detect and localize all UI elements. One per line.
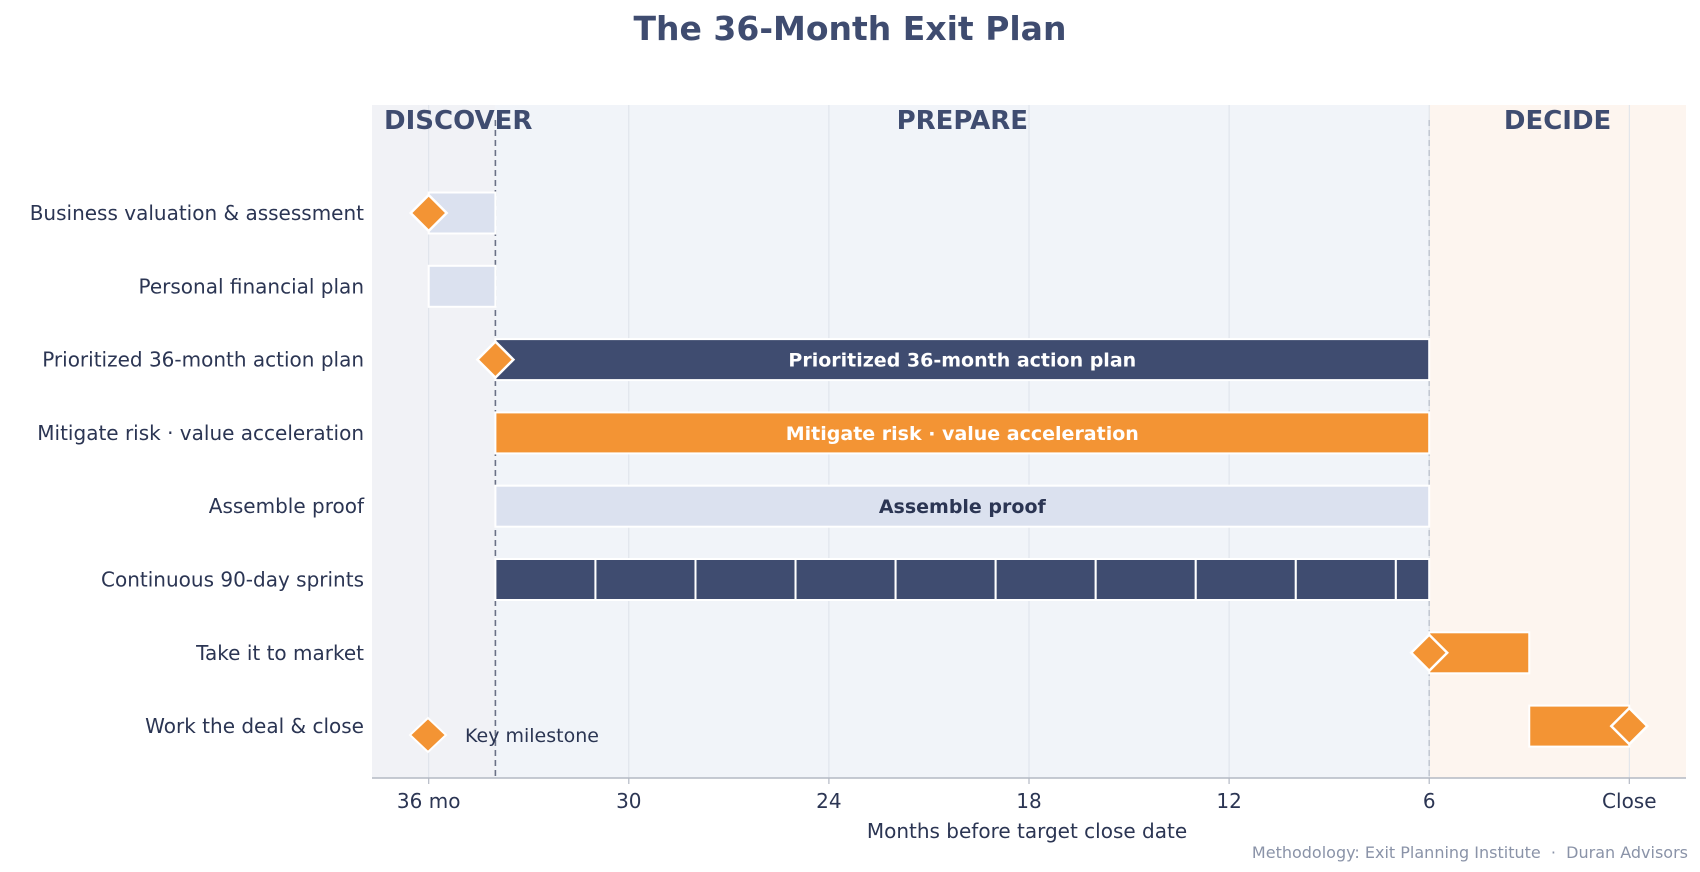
x-axis-label: Months before target close date	[867, 819, 1187, 843]
sprint-block	[1394, 558, 1431, 601]
task-bar	[494, 338, 1431, 382]
task-bar	[427, 264, 497, 308]
chart-title: The 36-Month Exit Plan	[634, 9, 1067, 48]
row-label: Business valuation & assessment	[30, 201, 364, 225]
task-bar	[494, 484, 1431, 528]
legend-label: Key milestone	[465, 725, 599, 747]
sprint-block	[1294, 558, 1397, 601]
x-axis: 36 mo 30 24 18 12 6 Close	[372, 777, 1686, 813]
sprint-block	[1194, 558, 1297, 601]
legend: Key milestone	[408, 716, 599, 754]
sprint-block	[794, 558, 897, 601]
row-label: Personal financial plan	[139, 274, 365, 298]
milestone-diamond	[1409, 633, 1449, 673]
task-bar	[494, 411, 1431, 455]
row-label: Prioritized 36-month action plan	[42, 348, 364, 372]
x-tick-label: 36 mo	[397, 789, 461, 813]
row-labels: DISCOVER PREPARE DECIDE Business valuation …	[30, 106, 1612, 738]
legend-milestone-diamond	[408, 716, 448, 754]
milestones	[408, 193, 1650, 746]
sprint-block	[1094, 558, 1197, 601]
phase-label-discover: DISCOVER	[384, 106, 532, 136]
x-tick-label: 18	[1016, 789, 1041, 813]
row-label: Assemble proof	[209, 494, 365, 518]
milestone-diamond	[1609, 706, 1650, 746]
bar-label: Assemble proof	[879, 496, 1047, 518]
milestone-diamond	[408, 193, 449, 233]
x-tick-label: 12	[1216, 789, 1241, 813]
x-tick-label: 30	[616, 789, 641, 813]
phase-band-decide	[1429, 105, 1686, 778]
footer-credit: Methodology: Exit Planning Institute · D…	[1252, 843, 1688, 862]
row-label: Mitigate risk · value acceleration	[37, 421, 364, 445]
sprint-block	[494, 558, 597, 601]
sprint-block	[594, 558, 697, 601]
phase-label-prepare: PREPARE	[897, 106, 1028, 136]
sprint-block	[694, 558, 797, 601]
task-bars: Prioritized 36-month action plan Mitigate…	[427, 191, 1631, 748]
sprint-block	[894, 558, 997, 601]
x-tick-label: 6	[1423, 789, 1436, 813]
row-label: Take it to market	[195, 641, 364, 665]
milestone-diamond	[475, 339, 516, 380]
bar-label: Mitigate risk · value acceleration	[786, 423, 1139, 445]
row-label: Continuous 90-day sprints	[101, 568, 364, 592]
x-tick-label: Close	[1602, 789, 1656, 813]
bar-label: Prioritized 36-month action plan	[788, 350, 1136, 372]
row-label: Work the deal & close	[145, 714, 364, 738]
x-tick-label: 24	[816, 789, 841, 813]
sprint-block	[994, 558, 1097, 601]
phase-label-decide: DECIDE	[1504, 106, 1611, 136]
